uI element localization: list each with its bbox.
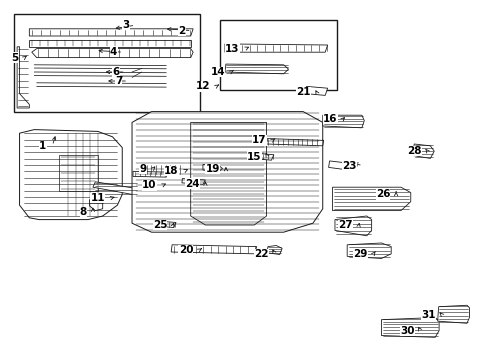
Polygon shape [182, 179, 205, 184]
Text: 6: 6 [112, 67, 120, 77]
Polygon shape [437, 305, 468, 323]
Polygon shape [29, 40, 190, 47]
Text: 3: 3 [122, 20, 129, 30]
Polygon shape [332, 187, 410, 211]
Text: 14: 14 [210, 67, 224, 77]
Text: 1: 1 [39, 141, 46, 151]
Text: 20: 20 [178, 245, 193, 255]
Text: 11: 11 [90, 193, 105, 203]
Polygon shape [224, 44, 327, 52]
Bar [220, 20, 337, 90]
Text: 12: 12 [195, 81, 210, 91]
Polygon shape [133, 171, 166, 177]
Text: 15: 15 [246, 152, 261, 162]
Text: 29: 29 [353, 249, 367, 259]
Text: 22: 22 [254, 249, 268, 259]
Polygon shape [171, 245, 256, 254]
Text: 13: 13 [224, 44, 239, 54]
Polygon shape [203, 165, 222, 173]
Polygon shape [29, 29, 193, 36]
Bar [14, 14, 199, 112]
Polygon shape [266, 139, 323, 146]
Text: 4: 4 [110, 47, 117, 57]
Polygon shape [93, 182, 139, 194]
Polygon shape [322, 115, 364, 128]
Polygon shape [346, 243, 390, 258]
Polygon shape [17, 47, 29, 108]
Text: 26: 26 [375, 189, 389, 199]
Text: 27: 27 [338, 220, 352, 230]
Text: 23: 23 [342, 161, 356, 171]
Polygon shape [156, 221, 176, 228]
Polygon shape [59, 155, 98, 191]
Polygon shape [20, 130, 122, 220]
Polygon shape [32, 49, 193, 58]
Text: 9: 9 [139, 164, 146, 174]
Polygon shape [266, 246, 282, 255]
Polygon shape [305, 86, 327, 95]
Text: 25: 25 [152, 220, 167, 230]
Text: 28: 28 [406, 146, 421, 156]
Polygon shape [132, 112, 322, 232]
Text: 31: 31 [421, 310, 435, 320]
Polygon shape [144, 164, 181, 175]
Polygon shape [412, 144, 433, 158]
Text: 8: 8 [80, 207, 87, 217]
Text: 21: 21 [295, 87, 310, 97]
Polygon shape [381, 318, 438, 337]
Text: 17: 17 [251, 135, 266, 145]
Polygon shape [328, 161, 344, 169]
Text: 19: 19 [205, 164, 220, 174]
Text: 2: 2 [178, 26, 185, 36]
Polygon shape [89, 198, 102, 211]
Text: 30: 30 [399, 326, 414, 336]
Text: 16: 16 [322, 114, 337, 124]
Text: 18: 18 [163, 166, 178, 176]
Text: 10: 10 [142, 180, 156, 190]
Text: 24: 24 [184, 179, 199, 189]
Text: 5: 5 [11, 53, 19, 63]
Polygon shape [334, 216, 371, 236]
Polygon shape [190, 122, 266, 225]
Text: 7: 7 [115, 76, 122, 86]
Polygon shape [161, 179, 183, 185]
Polygon shape [224, 64, 288, 74]
Polygon shape [251, 153, 273, 160]
